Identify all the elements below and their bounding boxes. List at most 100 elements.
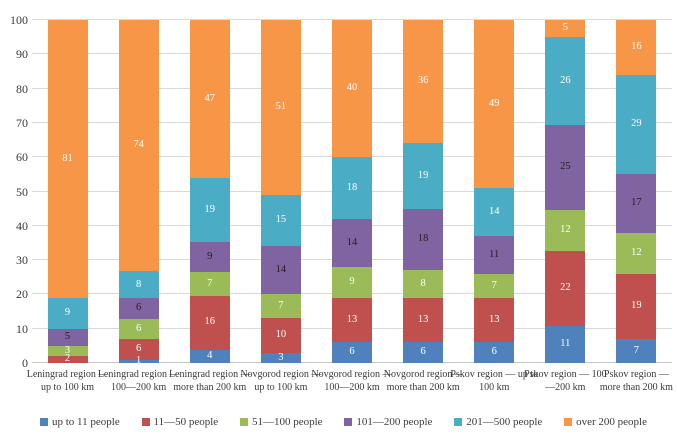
x-category-slot: Pskov region — up to 100 km	[450, 368, 538, 412]
bar: 16 29 17 12 19 7	[616, 20, 657, 363]
legend-label: up to 11 people	[52, 415, 120, 428]
x-category-slot: Pskov region — 100—200 km	[524, 368, 607, 412]
bar-segment: 14	[331, 218, 372, 267]
segment-value-label: 8	[136, 278, 142, 290]
x-category-label: Pskov region — more than 200 km	[599, 369, 673, 393]
segment-value-label: 4	[207, 349, 213, 361]
legend-label: 101—200 people	[356, 415, 433, 428]
x-category-label: Pskov region — 100—200 km	[524, 369, 607, 393]
segment-value-label: 3	[278, 351, 284, 363]
bar-segment: 13	[474, 297, 515, 343]
bar-segment: 14	[260, 246, 301, 295]
bar-segment: 17	[616, 174, 657, 233]
segment-value-label: 6	[136, 322, 142, 334]
legend-item: 11—50 people	[141, 415, 219, 428]
segment-value-label: 6	[136, 302, 142, 314]
segment-value-label: 6	[349, 346, 355, 358]
bar: 5 26 25 12 22 11	[545, 20, 586, 363]
bar-segment: 8	[403, 270, 444, 298]
bar-segment: 18	[331, 157, 372, 219]
legend-swatch-icon	[344, 418, 353, 426]
bar-segment: 3	[47, 345, 88, 357]
bar-segment: 7	[616, 338, 657, 363]
bar-segment: 9	[189, 241, 230, 273]
bar-slot: 47 19 9 7 16 4	[174, 20, 245, 363]
bar-slot: 36 19 18 8 13 6	[388, 20, 459, 363]
bar-slot: 51 15 14 7 10 3	[245, 20, 316, 363]
bar-segment: 2	[47, 354, 88, 364]
y-tick-label: 20	[16, 287, 28, 302]
bar: 74 8 6 6 6 1	[118, 20, 159, 366]
bar-segment: 6	[118, 318, 159, 340]
segment-value-label: 15	[275, 214, 287, 226]
y-tick-label: 30	[16, 253, 28, 268]
bar-segment: 4	[189, 349, 230, 363]
legend-label: over 200 people	[576, 415, 647, 428]
bar-slot: 40 18 14 9 13 6	[316, 20, 387, 363]
bar: 47 19 9 7 16 4	[189, 20, 230, 363]
x-category-slot: Novgorod region— more than 200 km	[384, 368, 463, 412]
bar-slot: 16 29 17 12 19 7	[601, 20, 672, 363]
bar-segment: 16	[189, 295, 230, 350]
segment-value-label: 19	[204, 203, 216, 215]
segment-value-label: 74	[133, 139, 144, 151]
segment-value-label: 13	[346, 313, 358, 325]
bar-segment: 11	[545, 325, 586, 363]
y-tick-label: 100	[10, 13, 28, 27]
segment-value-label: 7	[491, 279, 497, 291]
segment-value-label: 7	[278, 300, 284, 312]
bar-segment: 19	[616, 273, 657, 339]
bar-segment: 7	[474, 273, 515, 298]
x-category-label: Novgorod region — up to 100 km	[240, 369, 322, 393]
bar-segment: 10	[260, 318, 301, 353]
bar-segment: 22	[545, 250, 586, 326]
segment-value-label: 18	[346, 181, 358, 193]
bar-segment: 51	[260, 20, 301, 195]
segment-value-label: 51	[275, 101, 287, 113]
segment-value-label: 5	[64, 331, 71, 342]
legend-label: 11—50 people	[153, 415, 219, 428]
segment-value-label: 36	[417, 75, 429, 87]
bar-segment: 16	[616, 20, 657, 75]
y-axis: 0 10 20 30 40 50 60 70 80 90 100	[0, 14, 28, 369]
bar-segment: 25	[545, 125, 586, 211]
bar-segment: 18	[403, 208, 444, 271]
segment-value-label: 49	[488, 97, 500, 109]
segment-value-label: 14	[275, 264, 287, 276]
segment-value-label: 25	[560, 161, 571, 173]
y-tick-label: 90	[16, 47, 28, 62]
bar-segment: 36	[403, 20, 444, 144]
legend-item: 51—100 people	[239, 416, 323, 428]
legend-item: over 200 people	[564, 415, 647, 428]
y-tick-label: 40	[16, 218, 28, 233]
gridline	[32, 19, 672, 20]
bar-segment: 6	[403, 342, 444, 363]
x-category-label: Leningrad region — up to 100 km	[26, 369, 109, 393]
y-tick-label: 0	[22, 356, 28, 370]
bar-segment: 49	[474, 20, 515, 189]
bar-segment: 9	[47, 297, 88, 329]
x-category-slot: Leningrad region — 100—200 km	[98, 368, 180, 412]
bar-segment: 7	[260, 294, 301, 319]
segment-value-label: 26	[560, 74, 571, 86]
x-axis: Leningrad region — up to 100 km Leningrad…	[27, 368, 673, 412]
segment-value-label: 9	[207, 250, 213, 262]
bar-slot: 74 8 6 6 6 1	[103, 20, 174, 366]
segment-value-label: 12	[560, 224, 571, 236]
y-tick-label: 10	[16, 321, 28, 336]
bar-segment: 40	[331, 20, 372, 158]
segment-value-label: 13	[417, 313, 429, 325]
bar-slot: 5 26 25 12 22 11	[530, 20, 601, 363]
legend-swatch-icon	[454, 418, 463, 426]
bars: 81 9 5 3 2 74 8 6 6 6 1 47 19 9 7 16 4 51 15 14 7 10 3 40 18 14 9 1…	[32, 20, 672, 366]
segment-value-label: 6	[136, 343, 142, 355]
x-category-label: Leningrad region — more than 200 km	[168, 369, 251, 393]
legend-swatch-icon	[564, 418, 573, 426]
legend-label: 201—500 people	[466, 415, 543, 428]
x-category-label: Leningrad region — 100—200 km	[97, 369, 180, 393]
x-category-slot: Leningrad region — more than 200 km	[169, 368, 251, 412]
bar-segment: 29	[616, 74, 657, 175]
y-tick-label: 50	[16, 184, 28, 199]
segment-value-label: 8	[420, 277, 426, 289]
